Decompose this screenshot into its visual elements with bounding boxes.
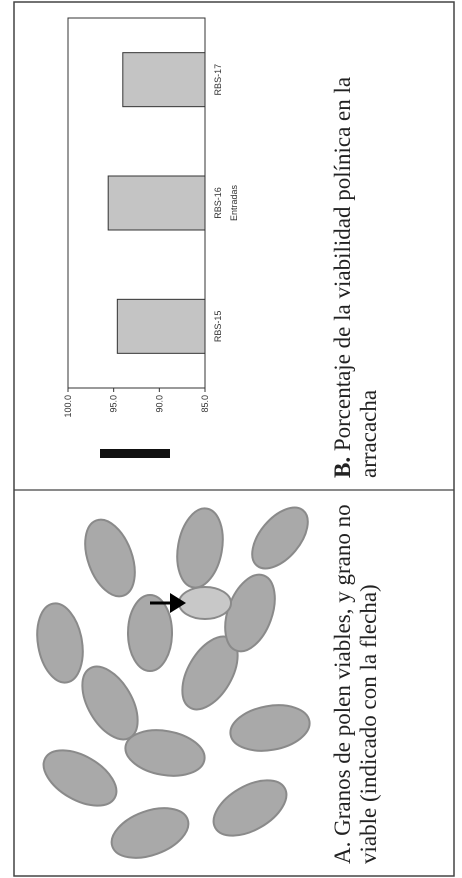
y-tick-label: 100.0	[63, 395, 73, 418]
y-tick-label: 95.0	[109, 395, 119, 413]
pollen-grain	[76, 513, 145, 603]
pollen-grain	[105, 799, 195, 868]
caption-b: B. Porcentaje de la viabilidad polínica …	[330, 13, 382, 478]
chart: 85.0 90.0 95.0 100.0 RBS-15 RBS-16 RBS-17 Entra…	[63, 18, 239, 418]
bar	[108, 176, 205, 230]
figure-frame: 85.0 90.0 95.0 100.0 RBS-15 RBS-16 RBS-17 Entra…	[0, 0, 462, 878]
x-tick-label: RBS-15	[213, 311, 223, 343]
outer-border	[14, 2, 454, 876]
y-tick-label: 90.0	[154, 395, 164, 413]
y-tick-label: 85.0	[200, 395, 210, 413]
caption-a: A. Granos de polen viables, y grano no v…	[330, 494, 382, 864]
x-tick-label: RBS-16	[213, 187, 223, 219]
caption-b-text: Porcentaje de la viabilidad polínica en …	[330, 77, 381, 478]
x-axis-label: Entradas	[229, 184, 239, 221]
pollen-grain-nonviable	[179, 587, 231, 619]
pollen-grain	[34, 739, 125, 817]
pollen-grain	[171, 505, 228, 591]
pollen-micrograph	[31, 498, 318, 868]
caption-b-label: B.	[330, 457, 355, 478]
x-tick-label: RBS-17	[213, 64, 223, 96]
legend-swatch	[100, 449, 170, 458]
pollen-grain	[227, 699, 313, 756]
pollen-grain	[204, 769, 295, 847]
bar	[123, 53, 205, 107]
pollen-grain	[242, 498, 319, 579]
pollen-grain	[128, 595, 172, 671]
bar	[117, 299, 205, 353]
pollen-grain	[31, 600, 88, 686]
figure: 85.0 90.0 95.0 100.0 RBS-15 RBS-16 RBS-17 Entra…	[0, 0, 462, 878]
